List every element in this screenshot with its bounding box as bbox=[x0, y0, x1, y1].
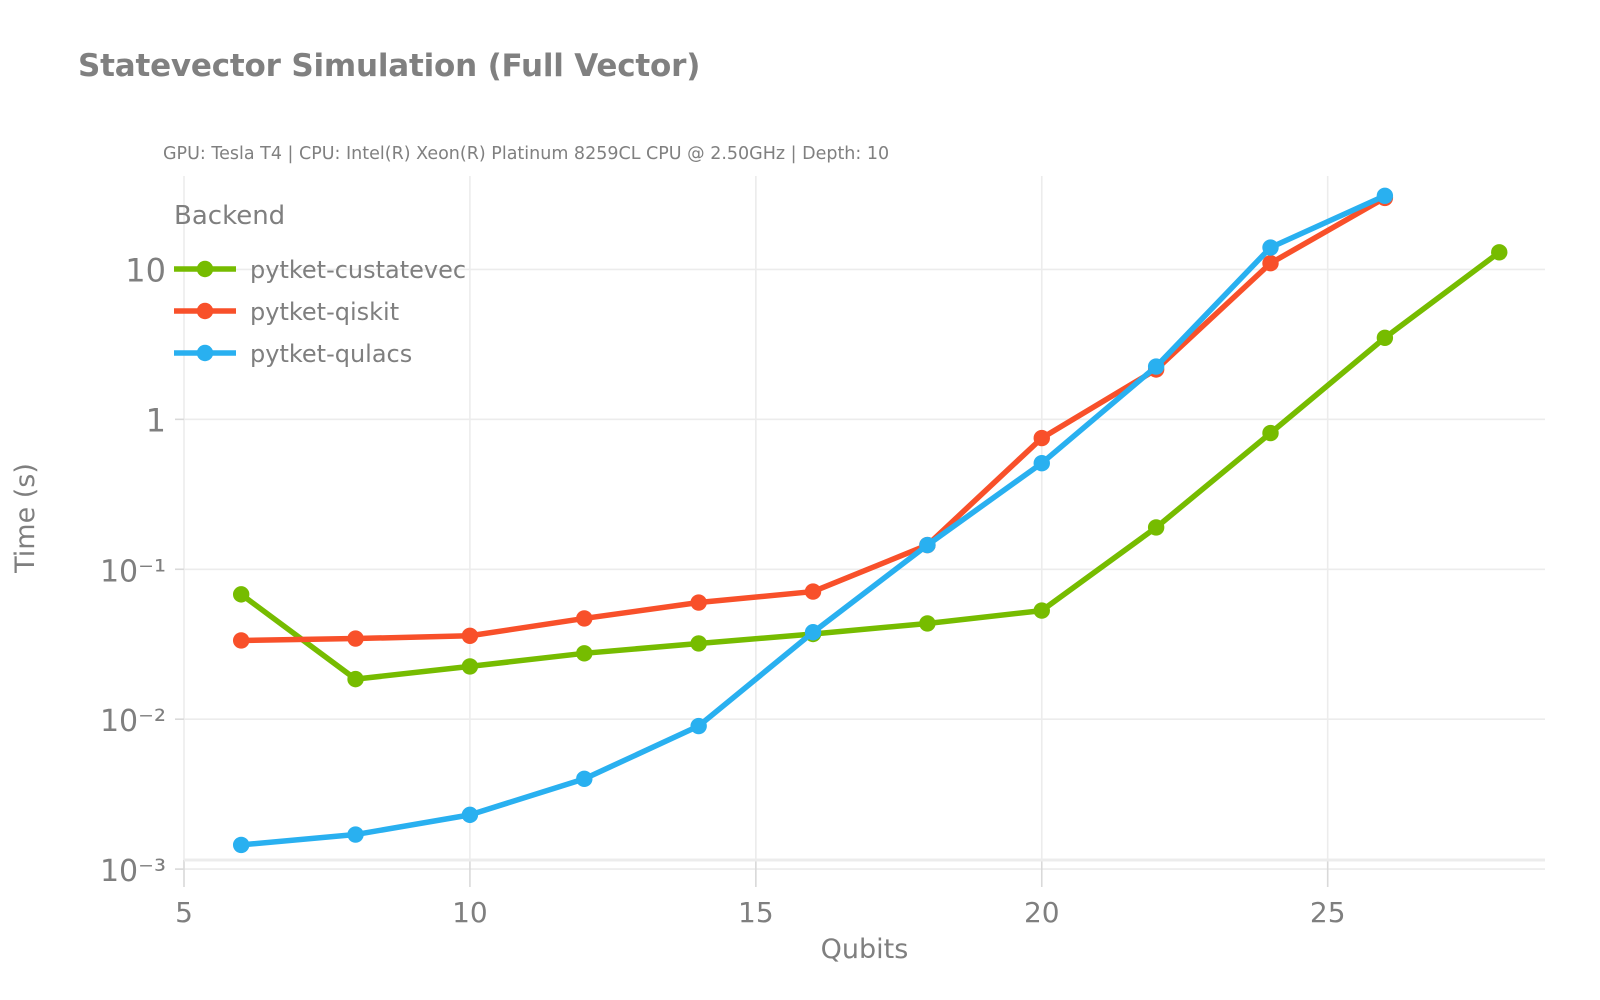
data-point-marker[interactable] bbox=[804, 624, 822, 641]
data-point-marker[interactable] bbox=[232, 836, 250, 854]
x-axis-tick-label: 20 bbox=[1024, 896, 1060, 929]
legend-swatch-marker bbox=[196, 302, 214, 320]
data-point-marker[interactable] bbox=[576, 610, 593, 627]
data-point-marker[interactable] bbox=[461, 658, 479, 675]
data-point-marker[interactable] bbox=[804, 583, 822, 600]
legend-swatch-marker bbox=[196, 344, 214, 362]
data-point-marker[interactable] bbox=[690, 635, 707, 652]
legend-item-pytket-qiskit[interactable]: pytket-qiskit bbox=[174, 298, 399, 326]
data-point-marker[interactable] bbox=[1147, 358, 1165, 375]
legend-swatch-marker bbox=[196, 260, 214, 278]
legend-item-label: pytket-custatevec bbox=[250, 256, 466, 284]
x-axis-tick-label: 10 bbox=[452, 896, 488, 929]
y-axis-tick-label: 1 bbox=[146, 401, 166, 439]
data-point-marker[interactable] bbox=[1033, 454, 1050, 472]
data-point-marker[interactable] bbox=[461, 806, 479, 824]
data-point-marker[interactable] bbox=[347, 630, 364, 647]
data-point-marker[interactable] bbox=[1491, 244, 1508, 261]
data-point-marker[interactable] bbox=[919, 615, 936, 632]
gridlines-group bbox=[183, 176, 1545, 870]
chart-subtitle: GPU: Tesla T4 | CPU: Intel(R) Xeon(R) Pl… bbox=[163, 144, 890, 164]
data-point-marker[interactable] bbox=[347, 670, 364, 688]
x-axis-tick-label: 5 bbox=[175, 896, 193, 929]
series-group bbox=[232, 187, 1508, 854]
legend-item-pytket-custatevec[interactable]: pytket-custatevec bbox=[174, 256, 466, 284]
data-point-marker[interactable] bbox=[232, 632, 250, 649]
data-point-marker[interactable] bbox=[1262, 424, 1279, 442]
legend-item-label: pytket-qiskit bbox=[250, 298, 399, 326]
y-axis-title: Time (s) bbox=[10, 463, 41, 574]
data-point-marker[interactable] bbox=[690, 717, 707, 735]
page-title: Statevector Simulation (Full Vector) bbox=[78, 48, 701, 84]
y-axis-tick-label: 10⁻² bbox=[100, 704, 166, 739]
legend-item-label: pytket-qulacs bbox=[250, 340, 412, 368]
legend-title: Backend bbox=[174, 201, 285, 231]
x-axis-tick-label: 15 bbox=[738, 896, 774, 929]
axes-group: 10 1 10⁻¹ 10⁻² 10⁻³ 5 10 15 20 25 bbox=[100, 251, 1545, 929]
data-point-marker[interactable] bbox=[232, 586, 250, 603]
y-axis-tick-label: 10⁻³ bbox=[100, 854, 166, 889]
legend-group: Backend pytket-custatevec pytket-qiskit pyt… bbox=[174, 201, 466, 368]
legend-item-pytket-qulacs[interactable]: pytket-qulacs bbox=[174, 340, 412, 368]
data-point-marker[interactable] bbox=[347, 826, 364, 843]
axis-labels-group: Qubits Time (s) bbox=[10, 463, 908, 965]
data-point-marker[interactable] bbox=[461, 627, 479, 644]
data-point-marker[interactable] bbox=[576, 770, 593, 788]
series-line-pytket-custatevec[interactable] bbox=[238, 249, 1502, 682]
y-axis-tick-label: 10⁻¹ bbox=[100, 554, 166, 589]
data-point-marker[interactable] bbox=[1262, 239, 1279, 256]
data-point-marker[interactable] bbox=[1033, 602, 1050, 619]
data-point-marker[interactable] bbox=[690, 594, 707, 611]
x-axis-tick-label: 25 bbox=[1310, 896, 1346, 929]
y-axis-tick-label: 10 bbox=[125, 251, 166, 289]
data-point-marker[interactable] bbox=[1376, 187, 1394, 204]
data-point-marker[interactable] bbox=[576, 645, 593, 662]
series-line-pytket-qulacs[interactable] bbox=[238, 193, 1388, 848]
x-axis-title: Qubits bbox=[821, 934, 909, 965]
data-point-marker[interactable] bbox=[1262, 255, 1279, 272]
data-point-marker[interactable] bbox=[919, 536, 936, 554]
data-point-marker[interactable] bbox=[1376, 329, 1394, 346]
data-point-marker[interactable] bbox=[1147, 519, 1165, 536]
data-point-marker[interactable] bbox=[1033, 429, 1050, 447]
